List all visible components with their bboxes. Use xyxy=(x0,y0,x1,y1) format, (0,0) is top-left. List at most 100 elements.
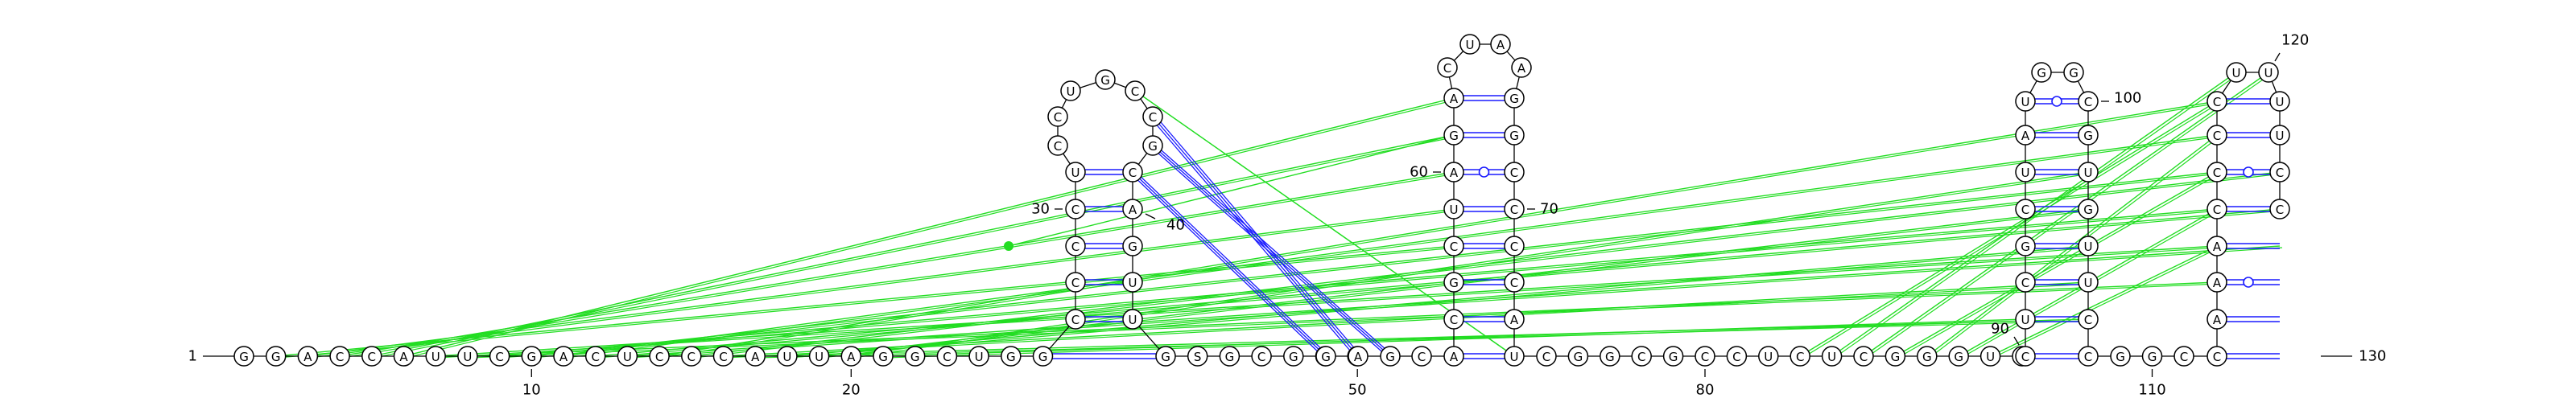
svg-text:G: G xyxy=(1038,350,1048,364)
svg-text:A: A xyxy=(1450,92,1459,106)
svg-text:C: C xyxy=(687,350,696,364)
svg-text:U: U xyxy=(431,350,440,364)
nucleotide: C xyxy=(489,346,510,367)
nucleotide: C xyxy=(1047,135,1068,156)
pseudoknot-link xyxy=(403,97,1455,357)
nucleotide: C xyxy=(2269,162,2290,183)
svg-text:U: U xyxy=(1466,38,1475,52)
nucleotide: U xyxy=(2258,62,2279,83)
svg-text:C: C xyxy=(2213,95,2221,109)
svg-text:C: C xyxy=(1071,240,1080,254)
nucleotide: G xyxy=(2015,236,2036,256)
pseudoknot-link xyxy=(786,245,2089,357)
base-pair xyxy=(1155,145,1394,357)
pseudoknot-link xyxy=(789,247,2091,359)
nucleotide: U xyxy=(2226,62,2247,83)
svg-text:C: C xyxy=(1860,350,1868,364)
nucleotide: A xyxy=(1443,162,1464,183)
svg-text:G: G xyxy=(1148,139,1158,154)
svg-text:A: A xyxy=(399,350,408,364)
svg-text:C: C xyxy=(2021,203,2029,217)
nucleotide: G xyxy=(521,346,543,367)
nucleotide: A xyxy=(1443,88,1464,109)
svg-text:U: U xyxy=(1129,313,1137,327)
pseudoknot-link xyxy=(502,210,2220,359)
nucleotide: C xyxy=(1411,346,1432,367)
pseudoknot-link xyxy=(342,173,1457,359)
svg-text:U: U xyxy=(2232,66,2241,80)
nucleotide: C xyxy=(1065,272,1086,293)
nucleotide: G xyxy=(1095,69,1116,90)
nucleotide: G xyxy=(233,346,254,367)
svg-text:G: G xyxy=(1449,129,1459,143)
pseudoknot-link xyxy=(662,102,2220,359)
svg-text:A: A xyxy=(2213,240,2222,254)
nucleotide: U xyxy=(1504,346,1525,367)
nucleotide: G xyxy=(2078,199,2099,219)
nucleotide: C xyxy=(329,346,350,367)
svg-text:U: U xyxy=(2276,95,2285,109)
svg-text:S: S xyxy=(1194,350,1202,364)
svg-text:C: C xyxy=(495,350,503,364)
nucleotide: G xyxy=(1001,346,1022,367)
svg-text:U: U xyxy=(1067,84,1075,99)
sequence-start-label: 1 xyxy=(188,348,197,365)
nucleotide: A xyxy=(1504,309,1525,330)
svg-text:A: A xyxy=(751,350,760,364)
nucleotide: C xyxy=(2078,346,2099,367)
pseudoknot-link xyxy=(630,247,2283,359)
nucleotide: A xyxy=(297,346,319,367)
nucleotide: U xyxy=(968,346,989,367)
nucleotide: C xyxy=(1853,346,1874,367)
nucleotide: U xyxy=(808,346,830,367)
pseudoknot-links xyxy=(275,72,2283,359)
svg-text:G: G xyxy=(1385,350,1395,364)
svg-text:G: G xyxy=(2083,203,2093,217)
nucleotide: C xyxy=(2207,346,2227,367)
nucleotide: U xyxy=(457,346,478,367)
nucleotide: C xyxy=(2015,199,2036,219)
nucleotide: G xyxy=(1600,346,1620,367)
svg-text:C: C xyxy=(1071,203,1080,217)
nucleotide: C xyxy=(2207,125,2227,146)
pseudoknot-link xyxy=(658,100,2218,357)
nucleotide: U xyxy=(2078,162,2099,183)
nucleotide: U xyxy=(425,346,446,367)
svg-text:C: C xyxy=(2213,350,2221,364)
nucleotide: C xyxy=(712,346,734,367)
svg-text:G: G xyxy=(1605,350,1615,364)
nucleotide: C xyxy=(1443,309,1464,330)
pseudoknot-link xyxy=(1897,173,2220,359)
svg-text:C: C xyxy=(1510,276,1518,290)
svg-text:U: U xyxy=(2276,129,2285,143)
wobble-marker xyxy=(2243,166,2254,178)
nucleotide: C xyxy=(361,346,382,367)
pseudoknot-link xyxy=(374,136,1457,359)
pseudoknot-link xyxy=(1834,73,2240,359)
nucleotide: G xyxy=(1504,125,1525,146)
nucleotide: U xyxy=(2015,162,2036,183)
svg-text:C: C xyxy=(1149,110,1157,125)
svg-text:C: C xyxy=(1450,240,1458,254)
svg-text:U: U xyxy=(1510,350,1519,364)
nucleotide: U xyxy=(1065,162,1086,183)
position-label: 120 xyxy=(2281,32,2309,49)
nucleotide: G xyxy=(1122,236,1143,256)
svg-text:G: G xyxy=(1449,276,1459,290)
nucleotide: C xyxy=(1125,80,1146,101)
base-pair-links xyxy=(1042,95,2280,359)
nucleotide: U xyxy=(2015,309,2036,330)
nucleotide: C xyxy=(1695,346,1715,367)
pseudoknot-link xyxy=(851,171,2089,357)
nucleotide: C xyxy=(2174,346,2194,367)
nucleotide: A xyxy=(2015,125,2036,146)
nucleotide: G xyxy=(1142,135,1163,156)
nucleotide: G xyxy=(2141,346,2163,367)
nucleotide: C xyxy=(1065,309,1086,330)
nucleotide: C xyxy=(2207,162,2227,183)
svg-text:C: C xyxy=(1418,350,1426,364)
svg-text:C: C xyxy=(1131,84,1139,99)
svg-text:G: G xyxy=(878,350,888,364)
nucleotide: U xyxy=(1459,34,1480,55)
svg-text:U: U xyxy=(975,350,984,364)
